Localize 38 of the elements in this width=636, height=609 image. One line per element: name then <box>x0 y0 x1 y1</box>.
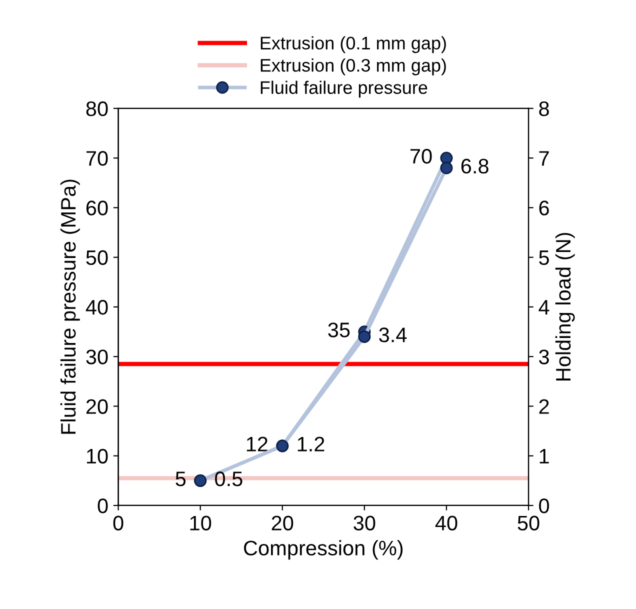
x-tick-label: 0 <box>113 516 124 530</box>
y-tick-label: 50 <box>86 250 108 266</box>
y-tick-label: 20 <box>86 399 108 414</box>
x-axis-title: Compression (%) <box>244 540 403 560</box>
y2-tick-label: 7 <box>539 151 549 166</box>
data-label: 35 <box>328 322 350 338</box>
x-tick-label: 10 <box>190 516 212 530</box>
x-tick-label: 30 <box>354 516 376 530</box>
y2-tick-label: 2 <box>539 399 549 414</box>
y2-axis-title: Holding load (N) <box>555 232 575 380</box>
data-label: 0.5 <box>215 471 242 486</box>
y-tick-label: 0 <box>98 498 108 514</box>
x-tick-label: 20 <box>272 516 294 530</box>
data-label: 3.4 <box>379 328 407 342</box>
data-label: 6.8 <box>461 158 488 174</box>
data-label: 12 <box>246 436 268 452</box>
legend-label: Extrusion (0.3 mm gap) <box>260 58 446 76</box>
y-tick-label: 10 <box>86 448 108 464</box>
y-tick-label: 80 <box>86 101 108 116</box>
y-tick-label: 70 <box>86 151 108 166</box>
y2-tick-label: 8 <box>539 101 549 116</box>
y2-tick-label: 1 <box>540 449 549 464</box>
data-label: 1.2 <box>298 436 324 452</box>
y2-tick-label: 5 <box>539 250 549 266</box>
x-tick-label: 40 <box>435 516 458 530</box>
y2-tick-label: 4 <box>538 300 550 314</box>
data-label: 5 <box>176 472 186 486</box>
y2-tick-label: 0 <box>539 498 550 514</box>
y-tick-label: 40 <box>86 300 108 315</box>
legend-label: Extrusion (0.1 mm gap) <box>260 36 446 54</box>
legend-label: Fluid failure pressure <box>260 80 428 98</box>
y2-tick-label: 6 <box>539 200 549 216</box>
y2-tick-label: 3 <box>539 350 549 364</box>
x-tick-label: 50 <box>518 516 540 530</box>
y-axis-title: Fluid failure pressure (MPa) <box>60 180 80 434</box>
y-tick-label: 60 <box>86 200 108 216</box>
data-label: 70 <box>410 148 432 164</box>
y-tick-label: 30 <box>86 350 108 364</box>
